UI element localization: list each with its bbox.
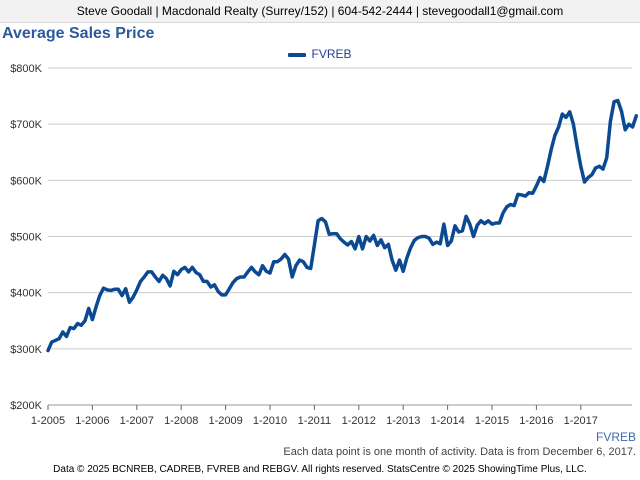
legend-label: FVREB [311,47,352,61]
x-tick-label: 1-2008 [164,415,198,427]
legend-swatch [288,52,307,57]
series-line-fvreb [46,98,639,353]
x-tick-label: 1-2009 [208,415,242,427]
chart-title: Average Sales Price [2,25,155,42]
x-tick-label: 1-2017 [564,415,598,427]
data-note: Each data point is one month of activity… [283,446,636,458]
y-tick-label: $700K [10,119,42,131]
contact-header: Steve Goodall | Macdonald Realty (Surrey… [0,0,640,23]
x-tick-label: 1-2011 [298,415,331,427]
series-footer-label: FVREB [595,430,636,444]
legend: FVREB [0,47,640,61]
x-tick-label: 1-2005 [31,415,65,427]
x-tick-label: 1-2006 [75,415,109,427]
contact-info: Steve Goodall | Macdonald Realty (Surrey… [76,4,564,18]
y-tick-label: $200K [10,400,42,412]
y-tick-label: $300K [10,344,42,356]
x-tick-label: 1-2007 [120,415,154,427]
y-tick-label: $500K [10,232,42,244]
x-tick-label: 1-2015 [475,415,509,427]
x-tick-label: 1-2014 [430,415,464,427]
y-tick-label: $400K [10,288,42,300]
y-tick-label: $600K [10,175,42,187]
y-tick-label: $800K [10,63,42,75]
x-tick-label: 1-2010 [253,415,287,427]
copyright-text: Data © 2025 BCNREB, CADREB, FVREB and RE… [53,464,587,475]
x-tick-label: 1-2012 [342,415,376,427]
x-tick-label: 1-2016 [519,415,553,427]
x-tick-label: 1-2013 [386,415,420,427]
